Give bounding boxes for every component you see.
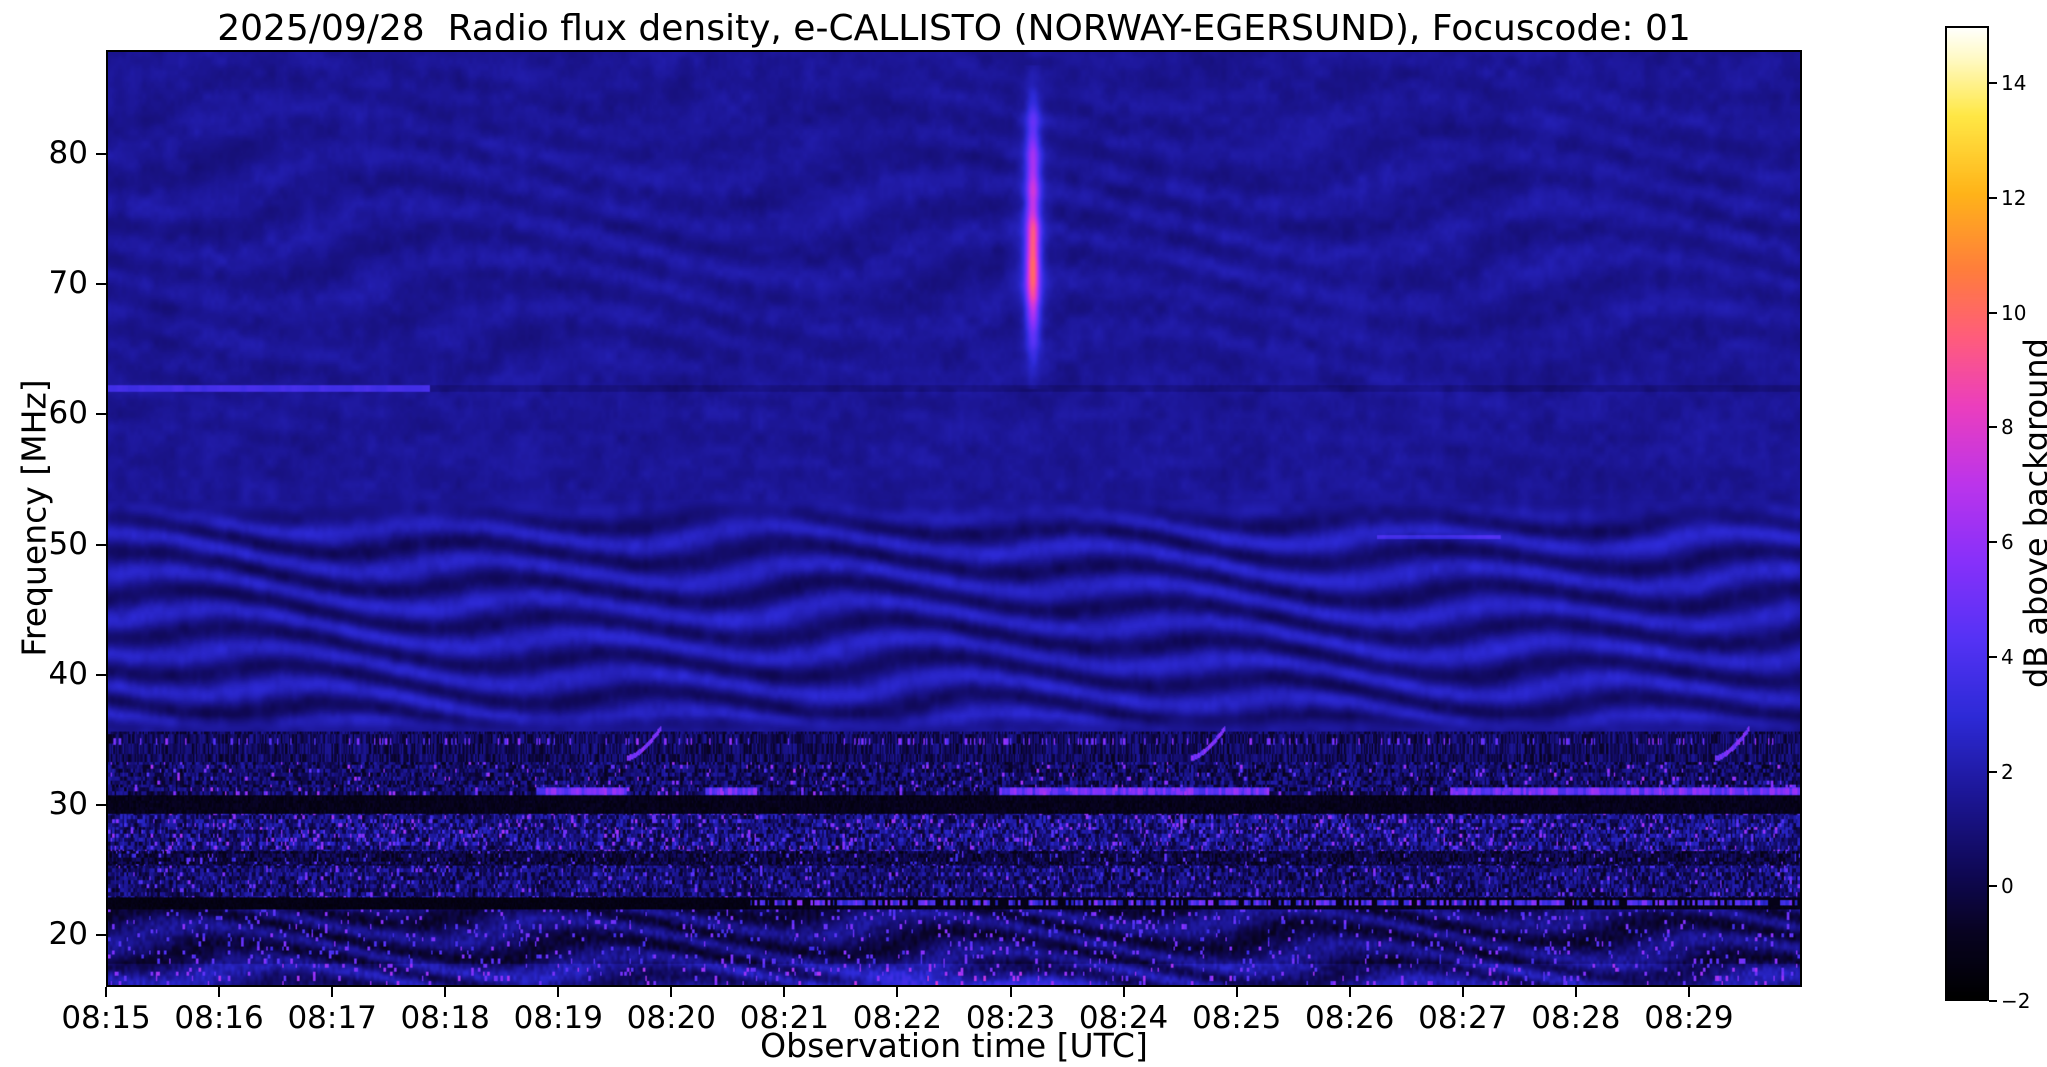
- colorbar-tick-label: −2: [2001, 989, 2031, 1013]
- spectrogram-heatmap: [106, 50, 1802, 987]
- x-tick-label: 08:23: [965, 1000, 1056, 1036]
- colorbar-tick-mark: [1989, 311, 1997, 314]
- x-tick-label: 08:19: [513, 1000, 603, 1036]
- x-tick-label: 08:16: [174, 1000, 264, 1036]
- x-tick-mark: [218, 987, 221, 997]
- colorbar-gradient: [1945, 26, 1989, 1001]
- y-tick-label: 80: [48, 135, 88, 172]
- x-tick-label: 08:29: [1644, 1000, 1734, 1036]
- x-tick-mark: [783, 987, 786, 997]
- colorbar-tick-mark: [1989, 197, 1997, 200]
- y-tick-label: 30: [48, 785, 88, 822]
- colorbar-tick-mark: [1989, 426, 1997, 429]
- x-tick-label: 08:22: [852, 1000, 943, 1036]
- x-tick-label: 08:28: [1531, 1000, 1621, 1036]
- x-tick-mark: [1574, 987, 1577, 997]
- y-tick-mark: [96, 933, 106, 936]
- x-axis-label: Observation time [UTC]: [760, 1026, 1148, 1065]
- colorbar-tick-label: 12: [2001, 186, 2027, 211]
- colorbar-tick-label: 14: [2001, 71, 2027, 96]
- colorbar-tick-mark: [1989, 655, 1997, 658]
- x-tick-mark: [1235, 987, 1238, 997]
- x-tick-mark: [670, 987, 673, 997]
- x-tick-label: 08:25: [1191, 1000, 1282, 1036]
- colorbar-tick-mark: [1989, 885, 1997, 888]
- colorbar-tick-label: 6: [2001, 530, 2014, 555]
- x-tick-mark: [1122, 987, 1125, 997]
- colorbar-tick-mark: [1989, 82, 1997, 85]
- x-tick-label: 08:24: [1078, 1000, 1169, 1036]
- y-tick-mark: [96, 283, 106, 286]
- x-tick-label: 08:27: [1418, 1000, 1508, 1036]
- y-tick-mark: [96, 803, 106, 806]
- y-tick-mark: [96, 543, 106, 546]
- chart-title: 2025/09/28 Radio flux density, e-CALLIST…: [217, 8, 1691, 49]
- y-tick-mark: [96, 153, 106, 156]
- x-tick-mark: [1009, 987, 1012, 997]
- x-tick-label: 08:26: [1305, 1000, 1395, 1036]
- colorbar-tick-label: 10: [2001, 300, 2027, 325]
- colorbar-tick-label: 8: [2001, 415, 2014, 440]
- x-tick-mark: [896, 987, 899, 997]
- x-tick-mark: [557, 987, 560, 997]
- x-tick-mark: [1348, 987, 1351, 997]
- x-tick-mark: [1461, 987, 1464, 997]
- x-tick-label: 08:20: [626, 1000, 716, 1036]
- colorbar-label: dB above background: [2017, 338, 2047, 688]
- x-tick-mark: [105, 987, 107, 997]
- y-tick-mark: [96, 413, 106, 416]
- colorbar-tick-label: 0: [2001, 874, 2014, 899]
- colorbar-tick-mark: [1989, 541, 1997, 544]
- x-tick-label: 08:17: [287, 1000, 377, 1036]
- y-tick-label: 50: [48, 525, 88, 562]
- x-tick-mark: [331, 987, 334, 997]
- colorbar-tick-label: 4: [2001, 644, 2014, 669]
- y-tick-label: 60: [48, 395, 88, 432]
- x-tick-mark: [1687, 987, 1690, 997]
- y-tick-label: 70: [48, 265, 88, 302]
- x-tick-label: 08:21: [739, 1000, 830, 1036]
- y-tick-label: 40: [48, 655, 88, 692]
- x-tick-label: 08:18: [400, 1000, 490, 1036]
- colorbar-tick-label: 2: [2001, 759, 2014, 784]
- colorbar-tick-mark: [1989, 770, 1997, 773]
- x-tick-label: 08:15: [61, 1000, 151, 1036]
- y-tick-label: 20: [48, 915, 88, 952]
- x-tick-mark: [444, 987, 447, 997]
- y-tick-mark: [96, 673, 106, 676]
- colorbar-tick-mark: [1989, 1000, 1997, 1002]
